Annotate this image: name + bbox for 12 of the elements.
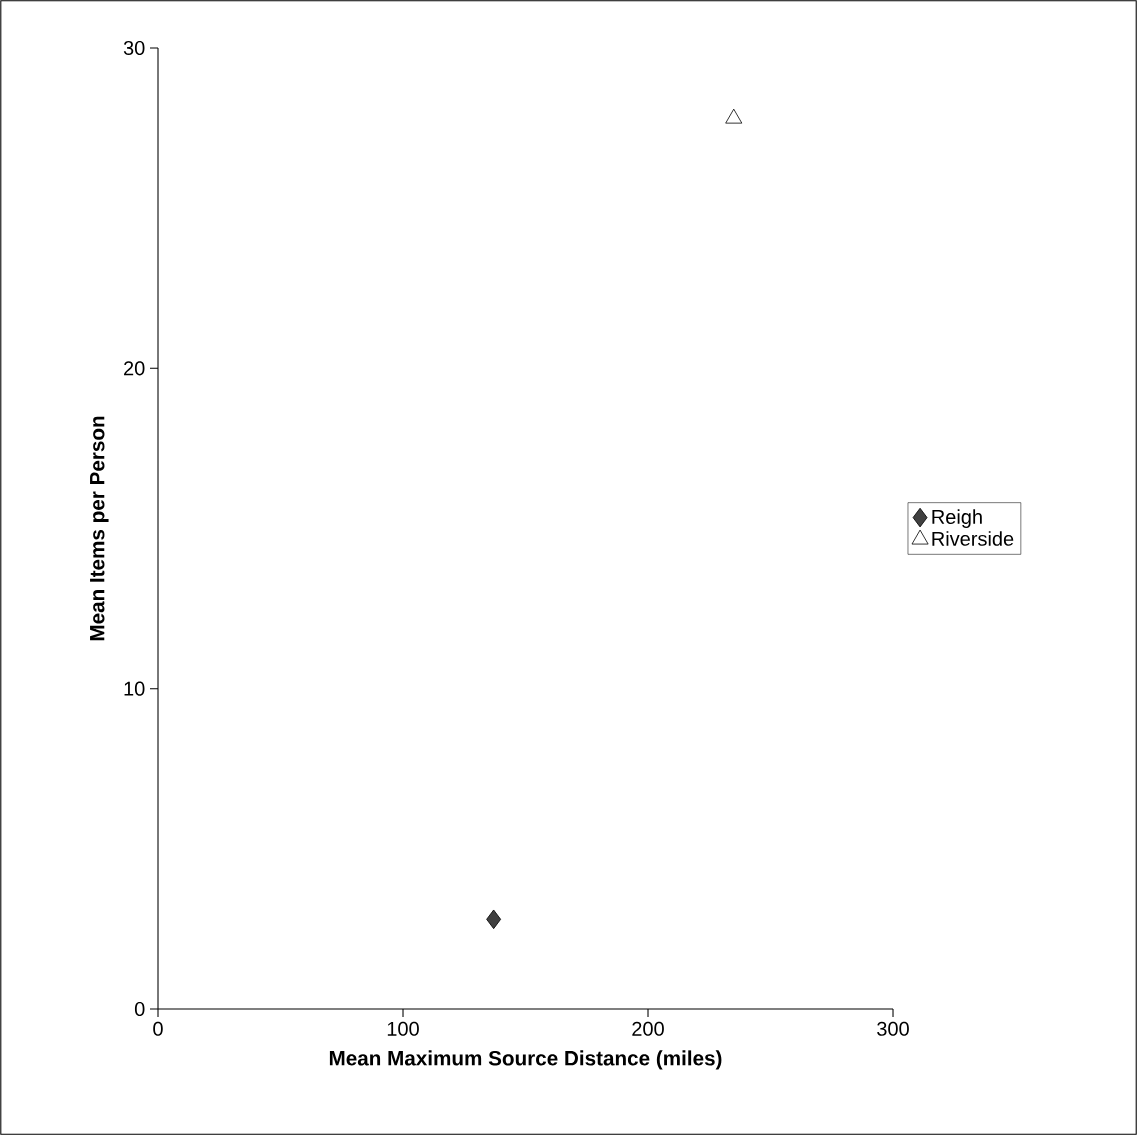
x-tick-label: 100 — [387, 1021, 419, 1036]
y-axis-title: Mean Items per Person — [90, 416, 109, 641]
y-tick-label: 10 — [124, 681, 145, 696]
x-tick-label: 0 — [153, 1021, 163, 1036]
legend-label: Riverside — [932, 531, 1014, 546]
legend-label: Reigh — [932, 509, 982, 528]
x-tick-label: 200 — [632, 1021, 664, 1036]
x-axis-title: Mean Maximum Source Distance (miles) — [329, 1050, 722, 1070]
y-tick-label: 30 — [123, 40, 145, 56]
y-tick-label: 20 — [124, 361, 145, 376]
y-tick-label: 0 — [134, 1001, 145, 1017]
x-tick-label: 300 — [877, 1021, 909, 1036]
